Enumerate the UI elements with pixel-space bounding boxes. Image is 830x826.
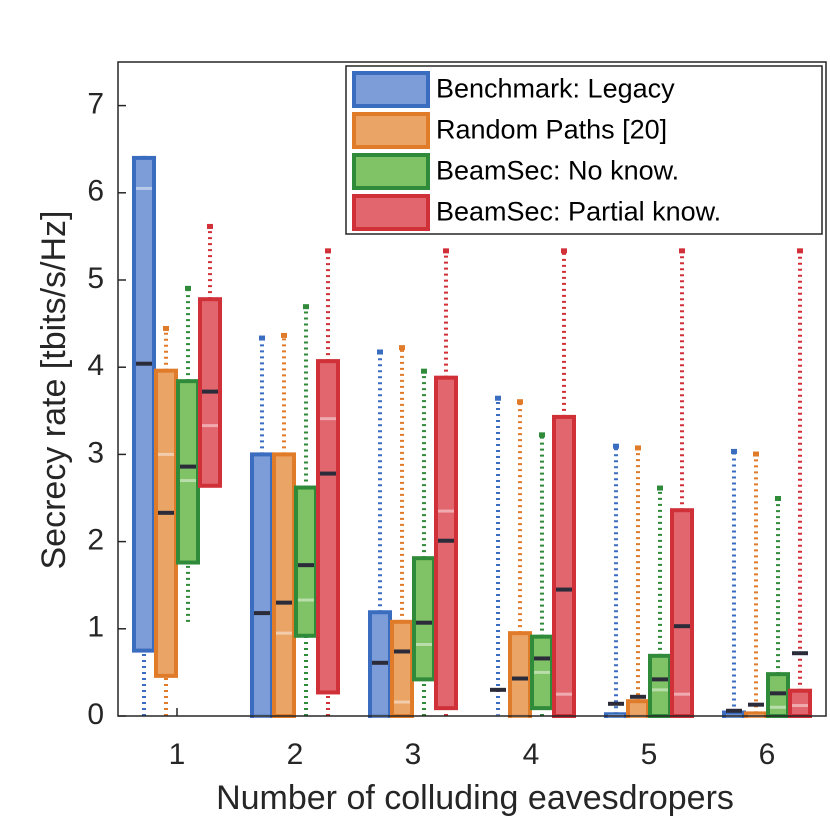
whisker-cap (635, 445, 641, 451)
whisker-cap (495, 395, 501, 401)
legend-label: BeamSec: Partial know. (436, 197, 721, 227)
whisker-cap (443, 248, 449, 254)
whisker-cap (613, 443, 619, 449)
legend-swatch (352, 153, 430, 190)
x-tick-label: 5 (641, 738, 658, 771)
y-axis-label: Secrecy rate [tbits/s/Hz] (35, 211, 73, 570)
y-tick-label: 7 (87, 88, 104, 121)
box (552, 414, 576, 718)
box (648, 653, 672, 718)
whisker-cap (207, 223, 213, 229)
box (272, 452, 296, 718)
whisker-cap (303, 304, 309, 310)
whisker-cap (517, 399, 523, 405)
whisker-cap (775, 496, 781, 501)
x-tick-label: 1 (169, 738, 186, 771)
whisker-cap (539, 432, 545, 438)
y-tick-label: 3 (87, 436, 104, 469)
axes-frame (117, 61, 827, 717)
y-tick-label: 0 (87, 698, 104, 731)
legend: Benchmark: Legacy Random Paths [20] BeamSe… (345, 65, 823, 235)
whisker-cap (163, 325, 169, 331)
whisker-cap (797, 248, 803, 254)
legend-label: BeamSec: No know. (436, 156, 679, 186)
box (316, 359, 340, 695)
whisker-cap (325, 248, 331, 254)
box (294, 485, 318, 638)
x-tick-label: 4 (523, 738, 540, 771)
whisker-cap (399, 345, 405, 351)
legend-swatch (352, 112, 430, 149)
legend-swatch (352, 71, 430, 108)
whisker-cap (281, 332, 287, 338)
box (670, 508, 694, 719)
box (434, 375, 458, 711)
box (154, 368, 178, 678)
y-tick-label: 2 (87, 524, 104, 557)
whisker-cap (561, 248, 567, 254)
x-tick-label: 3 (405, 738, 422, 771)
box (250, 452, 274, 718)
y-tick-label: 5 (87, 262, 104, 295)
box (132, 155, 156, 653)
whisker-cap (731, 448, 737, 454)
whisker-cap (259, 335, 265, 341)
whisker-cap (185, 285, 191, 291)
legend-swatch (352, 194, 430, 231)
x-tick-label: 2 (287, 738, 304, 771)
whisker-cap (753, 451, 759, 457)
whisker-cap (421, 368, 427, 374)
box (508, 631, 532, 718)
box (626, 699, 650, 719)
y-tick-label: 1 (87, 611, 104, 644)
y-tick-label: 4 (87, 349, 104, 382)
x-tick-label: 6 (759, 738, 776, 771)
y-tick-label: 6 (87, 175, 104, 208)
whisker-cap (657, 485, 663, 491)
whisker-cap (377, 349, 383, 355)
legend-label: Random Paths [20] (436, 115, 667, 145)
legend-label: Benchmark: Legacy (436, 74, 675, 104)
x-axis-label: Number of colluding eavesdropers (216, 779, 734, 817)
box (176, 379, 200, 565)
box (788, 688, 812, 718)
box (412, 556, 436, 682)
whisker-cap (679, 248, 685, 254)
